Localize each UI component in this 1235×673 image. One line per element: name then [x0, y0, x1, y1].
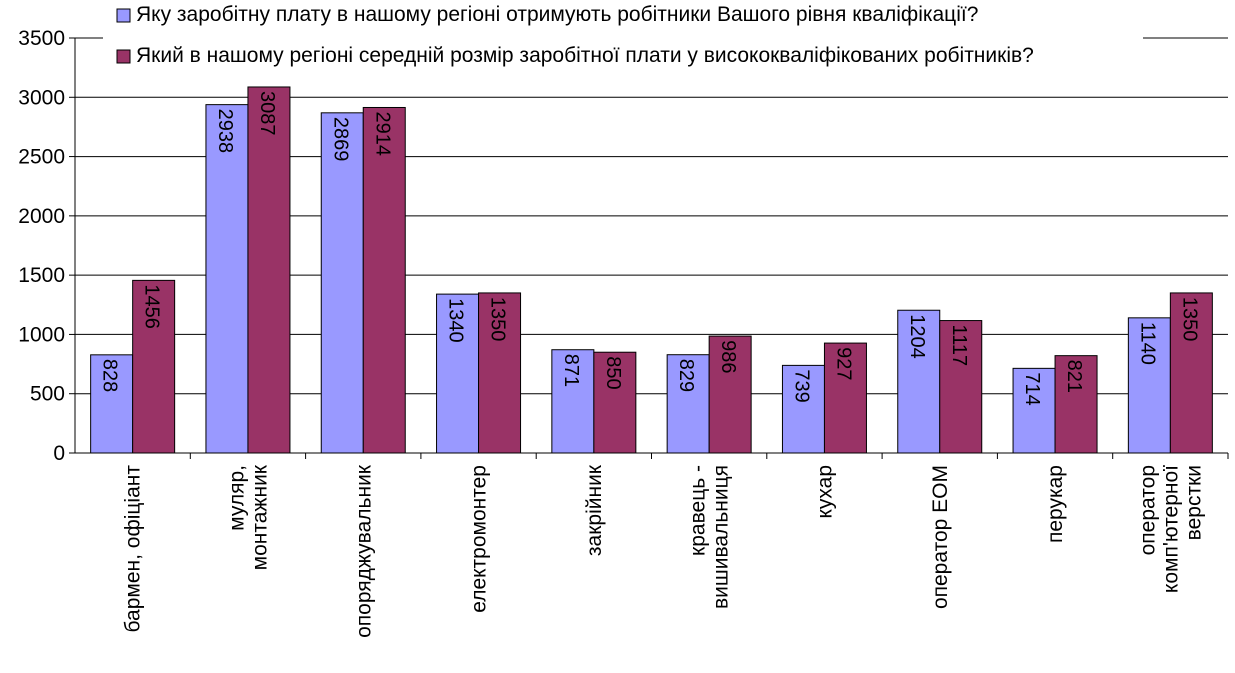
x-tick-label: комп'ютерної: [1159, 465, 1182, 593]
y-tick-label: 1000: [18, 323, 65, 346]
y-tick-label: 2500: [18, 146, 65, 169]
bar: [1127, 317, 1171, 454]
bar: [247, 86, 291, 454]
data-label: 986: [717, 340, 739, 373]
bar: [1012, 367, 1056, 454]
legend-swatch: [116, 49, 131, 64]
x-tick-label: вишивальниця: [710, 465, 733, 609]
y-tick-label: 0: [53, 442, 65, 465]
data-label: 1456: [141, 284, 163, 329]
y-tick-label: 3500: [18, 27, 65, 50]
bar: [1054, 355, 1098, 454]
data-label: 1140: [1136, 322, 1158, 365]
bar: [708, 335, 752, 454]
data-label: 829: [675, 359, 697, 392]
data-label: 927: [832, 347, 854, 380]
axes: 0 500 1000 1500 2000 2500 3000 3500 бармен, офіц…: [18, 27, 1229, 638]
data-label: 2938: [214, 109, 236, 154]
x-tick-label: закрійник: [583, 464, 606, 556]
x-tick-label: оператор: [1136, 465, 1159, 555]
bar: [362, 106, 406, 454]
x-tick-label: електромонтер: [468, 465, 491, 613]
x-tick-label: монтажник: [248, 464, 271, 570]
x-tick-label: бармен, офіціант: [122, 465, 145, 633]
data-label: 1350: [487, 297, 509, 342]
x-tick-label: муляр,: [225, 465, 248, 531]
x-tick-label: перукар: [1044, 465, 1067, 543]
data-label: 828: [99, 359, 121, 392]
data-label: 739: [790, 369, 812, 402]
legend-box: [103, 0, 1143, 76]
y-tick-label: 500: [30, 383, 65, 406]
x-tick-label: верстки: [1182, 465, 1205, 540]
data-label: 871: [560, 354, 582, 387]
data-label: 2914: [371, 111, 393, 155]
x-tick-label: кухар: [813, 465, 836, 519]
x-tick-label: оператор ЕОМ: [929, 465, 952, 609]
bar: [478, 292, 522, 454]
bar: [939, 320, 983, 454]
bar: [823, 342, 867, 454]
y-tick-label: 1500: [18, 264, 65, 287]
bar: [132, 279, 176, 454]
legend: Яку заробітну плату в нашому регіоні отр…: [103, 0, 1143, 76]
y-tick-label: 3000: [18, 86, 65, 109]
bar: [436, 293, 480, 454]
x-tick-label: опоряджувальник: [352, 464, 375, 638]
bar: [320, 112, 364, 454]
bar: [551, 349, 595, 454]
bars: 828 1456 2938 3087 2869 2914 1340 1350 871 850 829…: [90, 86, 1213, 454]
data-label: 821: [1063, 360, 1085, 393]
data-label: 3087: [256, 91, 278, 136]
legend-label: Який в нашому регіоні середній розмір за…: [136, 44, 1034, 67]
data-label: 1340: [445, 298, 467, 343]
data-label: 1350: [1178, 297, 1200, 342]
y-tick-label: 2000: [18, 205, 65, 228]
legend-label: Яку заробітну плату в нашому регіоні отр…: [136, 3, 978, 26]
bar: [593, 351, 637, 454]
x-tick-label: кравець -: [687, 465, 710, 556]
data-label: 850: [602, 356, 624, 389]
bar: [205, 104, 249, 454]
legend-swatch: [116, 8, 131, 23]
data-label: 2869: [329, 117, 351, 162]
bar: [897, 309, 941, 454]
data-label: 1204: [906, 314, 928, 359]
bar: [1169, 292, 1213, 454]
data-label: 714: [1021, 372, 1043, 405]
data-label: 1117: [948, 325, 970, 367]
